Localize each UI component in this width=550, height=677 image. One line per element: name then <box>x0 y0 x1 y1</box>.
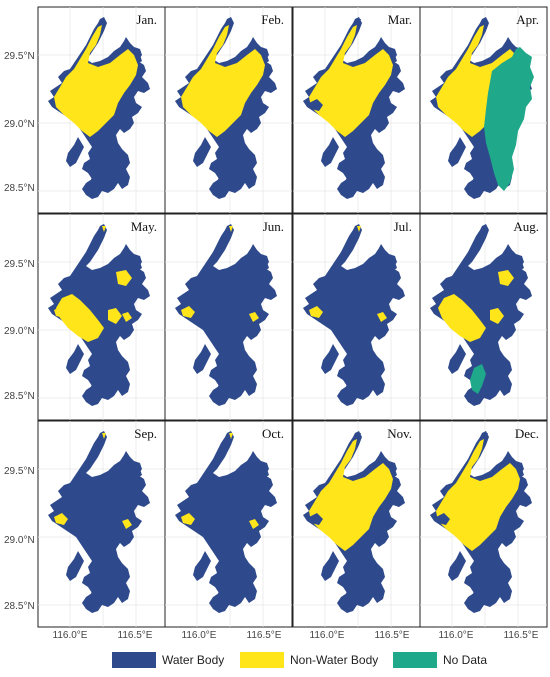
legend-swatch-water <box>112 652 156 668</box>
month-label-jan: Jan. <box>136 12 157 27</box>
y-tick-row2-29.0: 29.0°N <box>4 326 35 337</box>
y-tick-row2-29.5: 29.5°N <box>4 259 35 270</box>
map-panel-nov: Nov. <box>292 420 421 628</box>
month-label-may: May. <box>131 219 157 234</box>
month-label-dec: Dec. <box>515 426 539 441</box>
month-label-mar: Mar. <box>388 12 412 27</box>
legend: Water Body Non-Water Body No Data <box>112 652 487 668</box>
month-label-aug: Aug. <box>513 219 539 234</box>
legend-label-water: Water Body <box>162 653 224 667</box>
y-tick-row1-28.5: 28.5°N <box>4 183 35 194</box>
y-tick-row1-29.0: 29.0°N <box>4 119 35 130</box>
map-panel-dec: Dec. <box>419 420 548 628</box>
y-tick-row3-29.0: 29.0°N <box>4 535 35 546</box>
legend-label-nodata: No Data <box>443 653 487 667</box>
legend-label-nonwater: Non-Water Body <box>290 653 378 667</box>
map-panel-mar: Mar. <box>292 6 421 214</box>
x-tick-col2-116.0: 116.0°E <box>182 630 217 641</box>
x-tick-col2-116.5: 116.5°E <box>247 630 282 641</box>
y-tick-row3-28.5: 28.5°N <box>4 601 35 612</box>
map-panel-feb: Feb. <box>164 6 293 214</box>
x-tick-col1-116.0: 116.0°E <box>53 630 88 641</box>
map-panel-oct: Oct. <box>164 420 293 628</box>
map-panel-jan: Jan. <box>37 6 166 214</box>
y-tick-row2-28.5: 28.5°N <box>4 391 35 402</box>
legend-swatch-nodata <box>393 652 437 668</box>
month-label-jul: Jul. <box>394 219 412 234</box>
map-panel-apr: Apr. <box>419 6 548 214</box>
y-tick-row1-29.5: 29.5°N <box>4 51 35 62</box>
map-panel-jul: Jul. <box>292 213 421 421</box>
month-label-oct: Oct. <box>262 426 284 441</box>
x-tick-col4-116.5: 116.5°E <box>504 630 539 641</box>
month-label-nov: Nov. <box>387 426 412 441</box>
map-panel-sep: Sep. <box>37 420 166 628</box>
x-tick-col3-116.5: 116.5°E <box>375 630 410 641</box>
map-panel-aug: Aug. <box>419 213 548 421</box>
month-label-apr: Apr. <box>516 12 539 27</box>
x-tick-col4-116.0: 116.0°E <box>439 630 474 641</box>
map-panel-jun: Jun. <box>164 213 293 421</box>
x-tick-col3-116.0: 116.0°E <box>310 630 345 641</box>
y-tick-row3-29.5: 29.5°N <box>4 466 35 477</box>
month-label-jun: Jun. <box>263 219 284 234</box>
legend-swatch-nonwater <box>240 652 284 668</box>
month-label-sep: Sep. <box>134 426 157 441</box>
month-label-feb: Feb. <box>261 12 284 27</box>
x-tick-col1-116.5: 116.5°E <box>118 630 153 641</box>
map-panel-may: May. <box>37 213 166 421</box>
